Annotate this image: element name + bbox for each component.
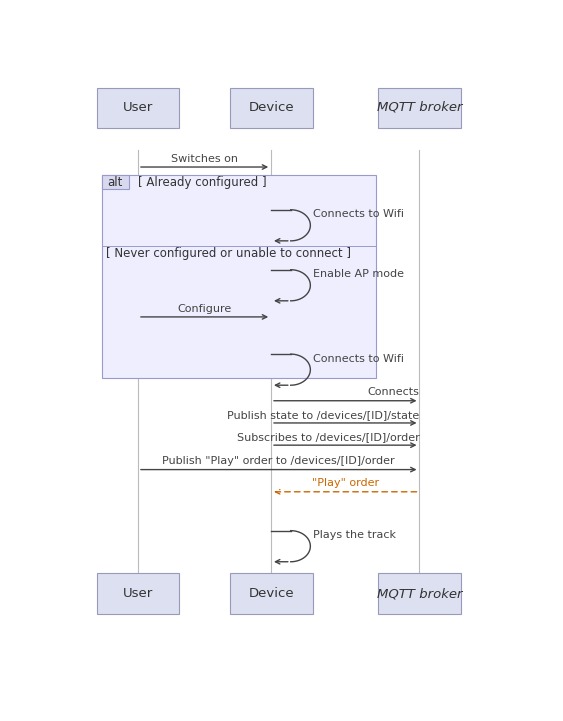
Text: Device: Device bbox=[248, 587, 294, 600]
Bar bbox=[230, 573, 312, 614]
Bar bbox=[97, 573, 180, 614]
Text: Publish "Play" order to /devices/[ID]/order: Publish "Play" order to /devices/[ID]/or… bbox=[162, 456, 395, 466]
Text: Switches on: Switches on bbox=[171, 154, 238, 164]
Text: User: User bbox=[123, 101, 153, 114]
Bar bbox=[378, 88, 461, 128]
Text: "Play" order: "Play" order bbox=[312, 479, 379, 488]
Text: User: User bbox=[123, 587, 153, 600]
Bar bbox=[378, 573, 461, 614]
Bar bbox=[97, 88, 180, 128]
Text: Configure: Configure bbox=[177, 304, 231, 314]
Text: [ Already configured ]: [ Already configured ] bbox=[137, 176, 266, 189]
Text: [ Never configured or unable to connect ]: [ Never configured or unable to connect … bbox=[106, 247, 351, 260]
Text: alt: alt bbox=[108, 176, 123, 189]
Text: Publish state to /devices/[ID]/state: Publish state to /devices/[ID]/state bbox=[227, 410, 419, 420]
Text: MQTT broker: MQTT broker bbox=[377, 101, 462, 114]
Text: Connects to Wifi: Connects to Wifi bbox=[312, 209, 404, 219]
Text: Subscribes to /devices/[ID]/order: Subscribes to /devices/[ID]/order bbox=[236, 432, 419, 442]
Text: Device: Device bbox=[248, 101, 294, 114]
Text: Connects: Connects bbox=[368, 387, 419, 397]
Text: Plays the track: Plays the track bbox=[312, 530, 396, 540]
Text: MQTT broker: MQTT broker bbox=[377, 587, 462, 600]
Bar bbox=[230, 88, 312, 128]
Bar bbox=[102, 175, 129, 189]
Text: Connects to Wifi: Connects to Wifi bbox=[312, 353, 404, 363]
Text: Enable AP mode: Enable AP mode bbox=[312, 269, 404, 279]
Bar bbox=[102, 175, 376, 378]
